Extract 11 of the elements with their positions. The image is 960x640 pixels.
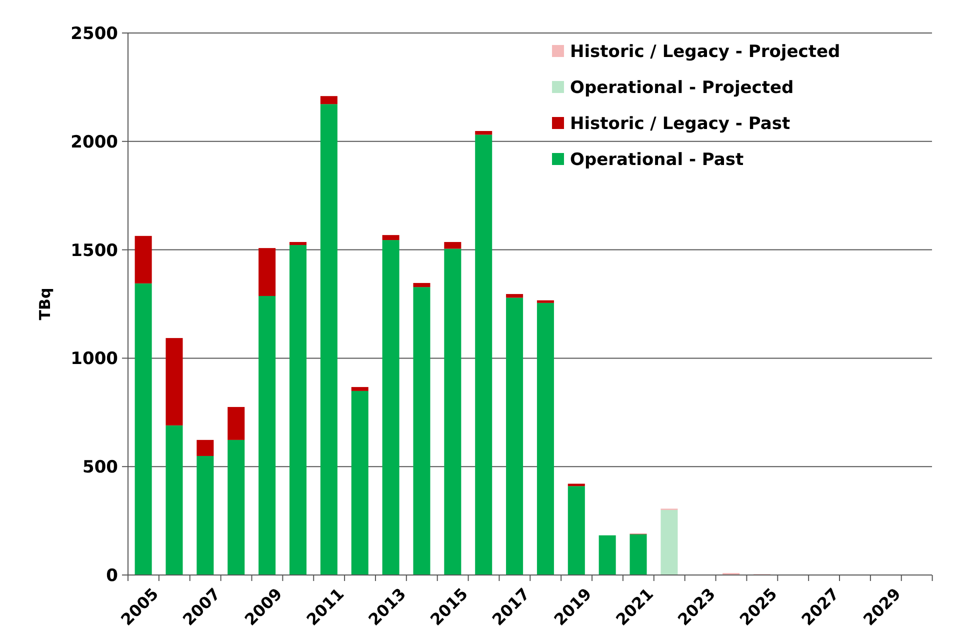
legend-label: Historic / Legacy - Past bbox=[570, 114, 790, 134]
y-axis-title: TBq bbox=[36, 288, 54, 320]
legend-label: Operational - Projected bbox=[570, 78, 794, 98]
y-tick-label: 2000 bbox=[70, 132, 118, 152]
legend-label: Historic / Legacy - Projected bbox=[570, 42, 840, 62]
legend-label: Operational - Past bbox=[570, 150, 744, 170]
y-tick-label: 0 bbox=[106, 566, 118, 586]
y-tick-label: 500 bbox=[82, 458, 118, 478]
y-tick-label: 1500 bbox=[70, 240, 118, 261]
y-tick-label: 2500 bbox=[70, 24, 118, 44]
y-tick-label: 1000 bbox=[70, 349, 118, 370]
